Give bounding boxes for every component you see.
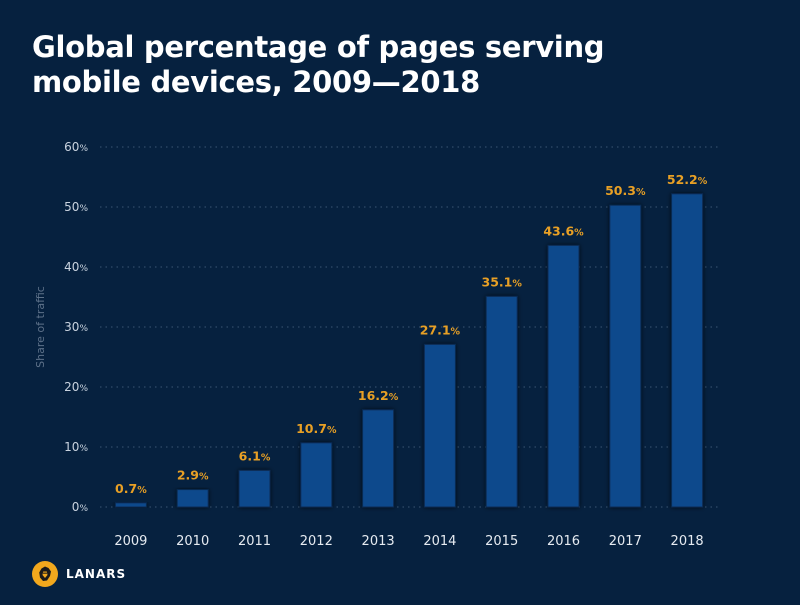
x-tick-label: 2016 xyxy=(547,534,580,549)
bar-2017 xyxy=(609,204,642,508)
y-tick-label: 20% xyxy=(64,380,88,394)
x-tick-label: 2017 xyxy=(609,534,642,549)
data-label-2014: 27.1% xyxy=(420,322,461,337)
bar-2014 xyxy=(423,343,456,508)
bars xyxy=(114,193,704,508)
data-label-2016: 43.6% xyxy=(543,223,584,238)
x-tick-label: 2013 xyxy=(362,534,395,549)
brand-logo: LANARS xyxy=(32,560,126,588)
bar-2011 xyxy=(238,469,271,508)
x-tick-label: 2018 xyxy=(671,534,704,549)
x-tick-label: 2011 xyxy=(238,534,271,549)
bar-2018 xyxy=(671,193,704,508)
data-label-2015: 35.1% xyxy=(482,274,523,289)
x-tick-label: 2009 xyxy=(114,534,147,549)
labels: 0% 10% 20% 30% 40% 50% 60% Share of traffic 0.7%… xyxy=(34,140,708,549)
y-tick-label: 50% xyxy=(64,200,88,214)
bar-2012 xyxy=(300,442,333,508)
y-tick-label: 0% xyxy=(72,500,89,514)
x-tick-label: 2014 xyxy=(423,534,456,549)
data-label-2017: 50.3% xyxy=(605,183,646,198)
x-tick-label: 2012 xyxy=(300,534,333,549)
y-tick-label: 10% xyxy=(64,440,88,454)
chart-title-line-2: mobile devices, 2009—2018 xyxy=(32,65,480,99)
gridlines xyxy=(100,146,718,508)
bar-2015 xyxy=(485,295,518,508)
y-tick-label: 30% xyxy=(64,320,88,334)
data-label-2012: 10.7% xyxy=(296,421,337,436)
data-label-2018: 52.2% xyxy=(667,172,708,187)
data-label-2010: 2.9% xyxy=(177,468,209,483)
x-tick-label: 2015 xyxy=(485,534,518,549)
x-tick-label: 2010 xyxy=(176,534,209,549)
data-label-2013: 16.2% xyxy=(358,388,399,403)
data-label-2011: 6.1% xyxy=(239,448,271,463)
chart-title-line-1: Global percentage of pages serving xyxy=(32,30,605,64)
bar-2013 xyxy=(362,409,395,508)
bar-2010 xyxy=(176,489,209,508)
y-tick-label: 40% xyxy=(64,260,88,274)
bar-2009 xyxy=(114,502,147,508)
chart-title: Global percentage of pages serving mobil… xyxy=(32,30,732,100)
bar-2016 xyxy=(547,244,580,508)
y-tick-label: 60% xyxy=(64,140,88,154)
brand-name: LANARS xyxy=(66,567,127,581)
y-axis-label: Share of traffic xyxy=(34,286,47,368)
lion-icon xyxy=(32,561,58,587)
data-label-2009: 0.7% xyxy=(115,481,147,496)
